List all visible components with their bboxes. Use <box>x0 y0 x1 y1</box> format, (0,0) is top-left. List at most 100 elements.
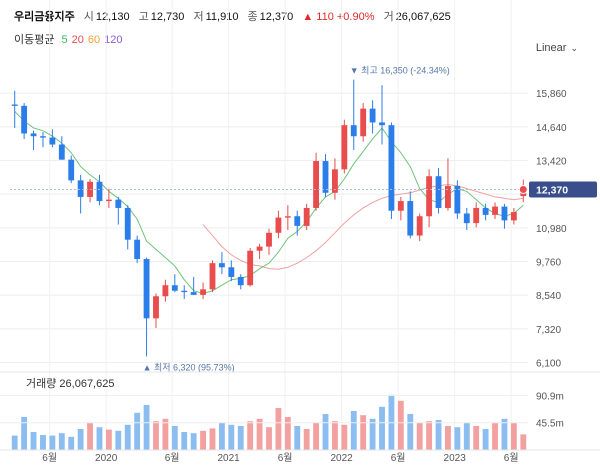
candle-body <box>200 289 206 295</box>
candle-body <box>322 161 329 193</box>
time-tick-label: 2023 <box>444 453 467 464</box>
candle-body <box>435 176 442 208</box>
candle-body <box>492 206 498 215</box>
candle-body <box>416 216 423 236</box>
time-tick-label: 6월 <box>42 452 57 464</box>
candle-body <box>463 213 470 224</box>
volume-bar <box>11 435 18 450</box>
current-price-badge <box>529 181 597 198</box>
volume-bar <box>87 423 93 450</box>
candle-body <box>313 161 320 208</box>
volume-tick-label: 90.9m <box>536 391 564 402</box>
volume-bar <box>313 423 320 450</box>
volume-bar <box>218 423 225 450</box>
candle-body <box>190 292 197 295</box>
candle-body <box>153 296 159 319</box>
volume-bar <box>275 408 282 450</box>
volume-bar <box>332 421 338 450</box>
volume-bar <box>454 427 461 450</box>
volume-tick-label: 45.5m <box>536 419 564 430</box>
candle-body <box>237 276 244 286</box>
scale-selector[interactable]: Linear ⌄ <box>536 42 578 54</box>
volume-bar <box>134 412 141 450</box>
candle-body <box>350 125 357 137</box>
candle-body <box>58 144 65 160</box>
volume-bar <box>124 424 131 450</box>
volume-bar <box>190 433 197 450</box>
candle-body <box>266 232 272 247</box>
volume-bar <box>105 429 112 450</box>
volume-bar <box>322 414 329 450</box>
volume-bar <box>369 418 376 450</box>
candle-body <box>501 206 508 221</box>
volume-bar <box>58 433 65 450</box>
volume-bar <box>21 417 28 450</box>
candle-body <box>181 290 188 293</box>
volume-bar <box>162 418 169 450</box>
candle-body <box>96 181 103 202</box>
volume-bar <box>426 421 433 450</box>
candle-body <box>218 263 225 268</box>
volume-bar <box>96 427 103 450</box>
volume-bar <box>228 424 235 450</box>
volume-bar <box>360 415 367 450</box>
volume-bar <box>350 411 357 450</box>
volume-bar <box>501 418 508 450</box>
candle-body <box>256 246 263 251</box>
candle-body <box>115 199 122 208</box>
candle-body <box>397 201 404 211</box>
low-value: 11,910 <box>205 11 239 23</box>
price-tick-label: 13,420 <box>536 157 567 168</box>
high-label: 고 <box>138 11 149 23</box>
volume-bar <box>171 426 178 450</box>
time-tick-label: 2020 <box>95 453 118 464</box>
volume-bar <box>294 426 301 450</box>
price-tick-label: 14,640 <box>536 123 567 134</box>
candle-body <box>369 108 376 123</box>
candle-body <box>510 212 517 221</box>
candle-body <box>105 199 112 202</box>
price-tick-label: 7,320 <box>536 325 561 336</box>
candle-body <box>11 104 18 106</box>
volume-bar <box>209 428 216 450</box>
ma-60-label[interactable]: 60 <box>87 34 101 46</box>
candle-body <box>77 180 84 197</box>
open-value: 12,130 <box>95 11 130 23</box>
price-tick-label: 15,860 <box>536 89 567 100</box>
ma-120-label[interactable]: 120 <box>104 34 123 46</box>
price-tick-label: 8,540 <box>536 291 561 302</box>
volume-bar <box>143 405 150 450</box>
high-annotation: ▼ 최고 16,350 (-24.34%) <box>350 66 450 76</box>
low-label: 저 <box>193 11 204 23</box>
candle-body <box>30 133 37 137</box>
candle-body <box>275 217 282 233</box>
ma-5-label[interactable]: 5 <box>61 34 68 46</box>
volume-bar <box>407 414 414 450</box>
chevron-down-icon: ⌄ <box>570 43 578 53</box>
candle-body <box>162 285 169 297</box>
moving-average-label: 이동평균 <box>14 34 55 46</box>
close-label: 종 <box>247 11 258 23</box>
ma-20-label[interactable]: 20 <box>71 34 84 46</box>
candle-body <box>68 159 75 181</box>
time-tick-label: 2022 <box>331 453 354 464</box>
candle-body <box>40 136 46 138</box>
candle-body <box>247 250 254 286</box>
time-tick-label: 2021 <box>217 453 240 464</box>
volume-bar <box>463 423 470 450</box>
candle-body <box>482 207 489 215</box>
time-tick-label: 6월 <box>391 452 406 464</box>
candle-body <box>134 239 141 260</box>
ma-20-line <box>202 184 524 270</box>
volume-bar <box>30 432 37 450</box>
moving-average-legend: 이동평균 5 20 60 120 <box>14 31 127 47</box>
candle-body <box>171 285 178 291</box>
candle-body <box>124 207 131 240</box>
candle-body <box>445 185 451 208</box>
candle-body <box>388 125 395 211</box>
volume-bar <box>482 429 489 450</box>
price-header: 우리금융지주 시 12,130 고 12,730 저 11,910 종 12,370 ▲… <box>14 8 457 24</box>
volume-bar <box>153 421 159 450</box>
volume-bar <box>181 432 188 450</box>
